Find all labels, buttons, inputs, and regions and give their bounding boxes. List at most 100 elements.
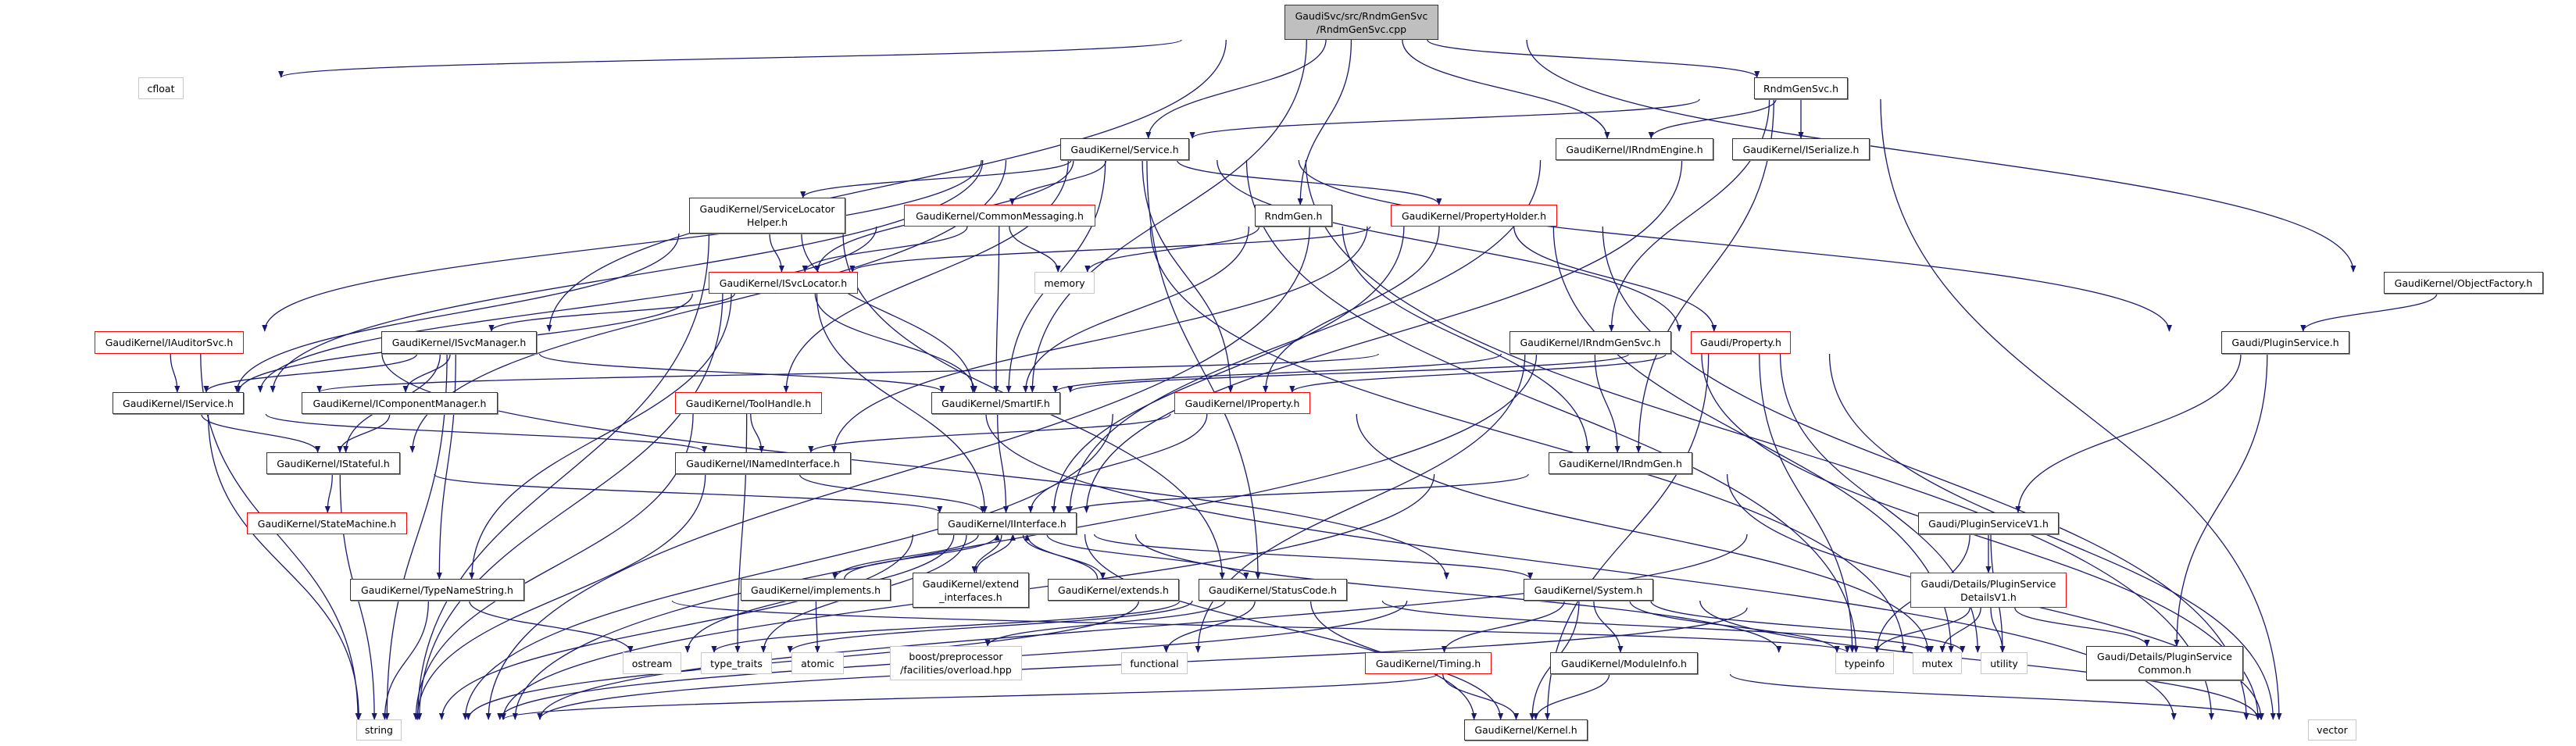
node-moduleinfo[interactable]: GaudiKernel/ModuleInfo.h [1550, 652, 1698, 674]
node-atomic[interactable]: atomic [791, 652, 844, 674]
node-memory[interactable]: memory [1034, 272, 1095, 294]
node-mutex[interactable]: mutex [1913, 652, 1962, 674]
edge-service-to-slhelper [800, 159, 1072, 198]
node-boost[interactable]: boost/preprocessor /facilities/overload.… [890, 646, 1022, 680]
node-typeinfo[interactable]: typeinfo [1835, 652, 1894, 674]
node-extendif[interactable]: GaudiKernel/extend _interfaces.h [913, 573, 1029, 608]
node-pscommon[interactable]: Gaudi/Details/PluginService Common.h [2086, 646, 2243, 680]
edge-moduleinfo-to-kernel [1532, 673, 1610, 720]
edge-propholder-to-iinterface [1051, 226, 1405, 513]
node-isvclocator[interactable]: GaudiKernel/ISvcLocator.h [709, 272, 858, 294]
edge-icompmgr-to-istateful [337, 413, 391, 453]
edge-isvcmanager-to-icompmgr [402, 353, 451, 393]
edge-toolhandle-to-inamedif [750, 413, 765, 453]
edge-service-to-iauditorsvc [262, 159, 982, 332]
node-isvcmanager[interactable]: GaudiKernel/ISvcManager.h [381, 331, 537, 354]
node-iserialize[interactable]: GaudiKernel/ISerialize.h [1732, 138, 1870, 160]
node-utility[interactable]: utility [1981, 652, 2028, 674]
edge-iservice-to-inamedif [265, 413, 708, 453]
node-commonmsg[interactable]: GaudiKernel/CommonMessaging.h [904, 205, 1095, 227]
node-service[interactable]: GaudiKernel/Service.h [1060, 138, 1189, 160]
node-pluginservice[interactable]: Gaudi/PluginService.h [2221, 331, 2349, 354]
node-type-traits[interactable]: type_traits [701, 652, 772, 674]
edge-implements-to-iinterface [844, 534, 1001, 580]
node-irndmgensvc[interactable]: GaudiKernel/IRndmGenSvc.h [1510, 331, 1671, 354]
node-psv1[interactable]: Gaudi/PluginServiceV1.h [1918, 512, 2059, 534]
node-istateful[interactable]: GaudiKernel/IStateful.h [266, 452, 400, 474]
edge-iproperty-to-utility [1356, 413, 1931, 653]
edge-irndmgensvc-to-iservice [316, 353, 1380, 393]
edge-irndmgen-to-iinterface [1066, 473, 1529, 513]
node-vector[interactable]: vector [2308, 719, 2356, 741]
edge-iproperty-to-iinterface [1027, 413, 1208, 513]
edge-isvclocator-to-typenamestring [469, 293, 732, 580]
edge-detailsv1-to-typeinfo [1874, 607, 1970, 653]
edge-property-to-typeinfo [1759, 353, 1856, 653]
edge-commonmsg-to-isvclocator [802, 226, 968, 273]
node-iinterface[interactable]: GaudiKernel/IInterface.h [938, 512, 1077, 534]
node-statemachine[interactable]: GaudiKernel/StateMachine.h [247, 512, 407, 534]
edge-iauditorsvc-to-iservice [170, 353, 180, 393]
node-iservice[interactable]: GaudiKernel/IService.h [113, 392, 244, 414]
node-string[interactable]: string [356, 719, 402, 741]
edge-iservice-to-istateful [201, 413, 321, 453]
edge-irndmgensvc-to-irndmgen [1594, 353, 1620, 453]
edge-service-to-vector [1305, 159, 2215, 720]
node-timing[interactable]: GaudiKernel/Timing.h [1365, 652, 1492, 674]
node-statuscode[interactable]: GaudiKernel/StatusCode.h [1199, 579, 1347, 601]
node-slhelper[interactable]: GaudiKernel/ServiceLocator Helper.h [689, 198, 845, 234]
edge-rndmgensvc_h-to-vector [1880, 98, 2282, 720]
node-inamedif[interactable]: GaudiKernel/INamedInterface.h [675, 452, 851, 474]
edge-system-to-typeinfo [1629, 600, 1840, 653]
node-property[interactable]: Gaudi/Property.h [1691, 331, 1791, 354]
node-typenamestring[interactable]: GaudiKernel/TypeNameString.h [350, 579, 524, 601]
edge-root-to-objfactory [1526, 39, 2356, 273]
edge-iservice-to-string [207, 413, 362, 720]
edge-propholder-to-isvclocator [849, 226, 1371, 273]
node-smartif[interactable]: GaudiKernel/SmartIF.h [931, 392, 1060, 414]
edge-inamedif-to-iinterface [799, 473, 986, 513]
node-objfactory[interactable]: GaudiKernel/ObjectFactory.h [2384, 272, 2543, 294]
node-toolhandle[interactable]: GaudiKernel/ToolHandle.h [675, 392, 822, 414]
node-irndmengine[interactable]: GaudiKernel/IRndmEngine.h [1556, 138, 1713, 160]
node-cfloat[interactable]: cfloat [138, 77, 184, 99]
node-kernel[interactable]: GaudiKernel/Kernel.h [1464, 719, 1588, 741]
node-detailsv1[interactable]: Gaudi/Details/PluginService DetailsV1.h [1910, 573, 2067, 608]
edge-objfactory-to-pluginservice [2300, 293, 2438, 332]
node-propholder[interactable]: GaudiKernel/PropertyHolder.h [1391, 205, 1557, 227]
edge-moduleinfo-to-vector [1729, 673, 2264, 720]
node-icompmgr[interactable]: GaudiKernel/IComponentManager.h [302, 392, 498, 414]
node-ostream[interactable]: ostream [623, 652, 681, 674]
edge-service-to-property [1217, 159, 1682, 332]
node-iauditorsvc[interactable]: GaudiKernel/IAuditorSvc.h [95, 331, 244, 354]
edge-slhelper-to-iservice [234, 233, 680, 393]
edge-detailsv1-to-pscommon [2014, 607, 2150, 647]
edge-isvcmanager-to-iservice [203, 353, 418, 393]
node-rndmgensvc-h[interactable]: RndmGenSvc.h [1754, 77, 1848, 99]
edge-isvcmanager-to-string [384, 353, 448, 720]
edge-slhelper-to-smartif [801, 233, 976, 393]
node-root[interactable]: GaudiSvc/src/RndmGenSvc /RndmGenSvc.cpp [1284, 5, 1438, 40]
node-system[interactable]: GaudiKernel/System.h [1524, 579, 1653, 601]
edge-extends-to-iinterface [1024, 534, 1099, 580]
edge-commonmsg-to-iservice [257, 226, 877, 393]
edge-property-to-iproperty [1289, 353, 1667, 393]
node-iproperty[interactable]: GaudiKernel/IProperty.h [1174, 392, 1310, 414]
edge-property-to-kernel [1544, 353, 1710, 720]
edge-iinterface-to-extendif [971, 534, 1002, 573]
edge-iserialize-to-iinterface [1084, 159, 1683, 513]
edge-isvclocator-to-smartif [814, 293, 977, 393]
node-implements[interactable]: GaudiKernel/implements.h [741, 579, 891, 601]
edge-irndmengine-to-iinterface [1066, 159, 1542, 513]
edge-inamedif-to-string [414, 473, 706, 720]
node-rndmgen-h[interactable]: RndmGen.h [1255, 205, 1332, 227]
node-functional[interactable]: functional [1121, 652, 1188, 674]
edge-typenamestring-to-utility [671, 600, 1850, 653]
edge-service-to-pluginservice [1298, 159, 2172, 332]
node-irndmgen[interactable]: GaudiKernel/IRndmGen.h [1549, 452, 1692, 474]
node-extends[interactable]: GaudiKernel/extends.h [1048, 579, 1179, 601]
edge-rndmgen_h-to-smartif [1023, 226, 1249, 393]
edge-istateful-to-statemachine [324, 473, 333, 513]
